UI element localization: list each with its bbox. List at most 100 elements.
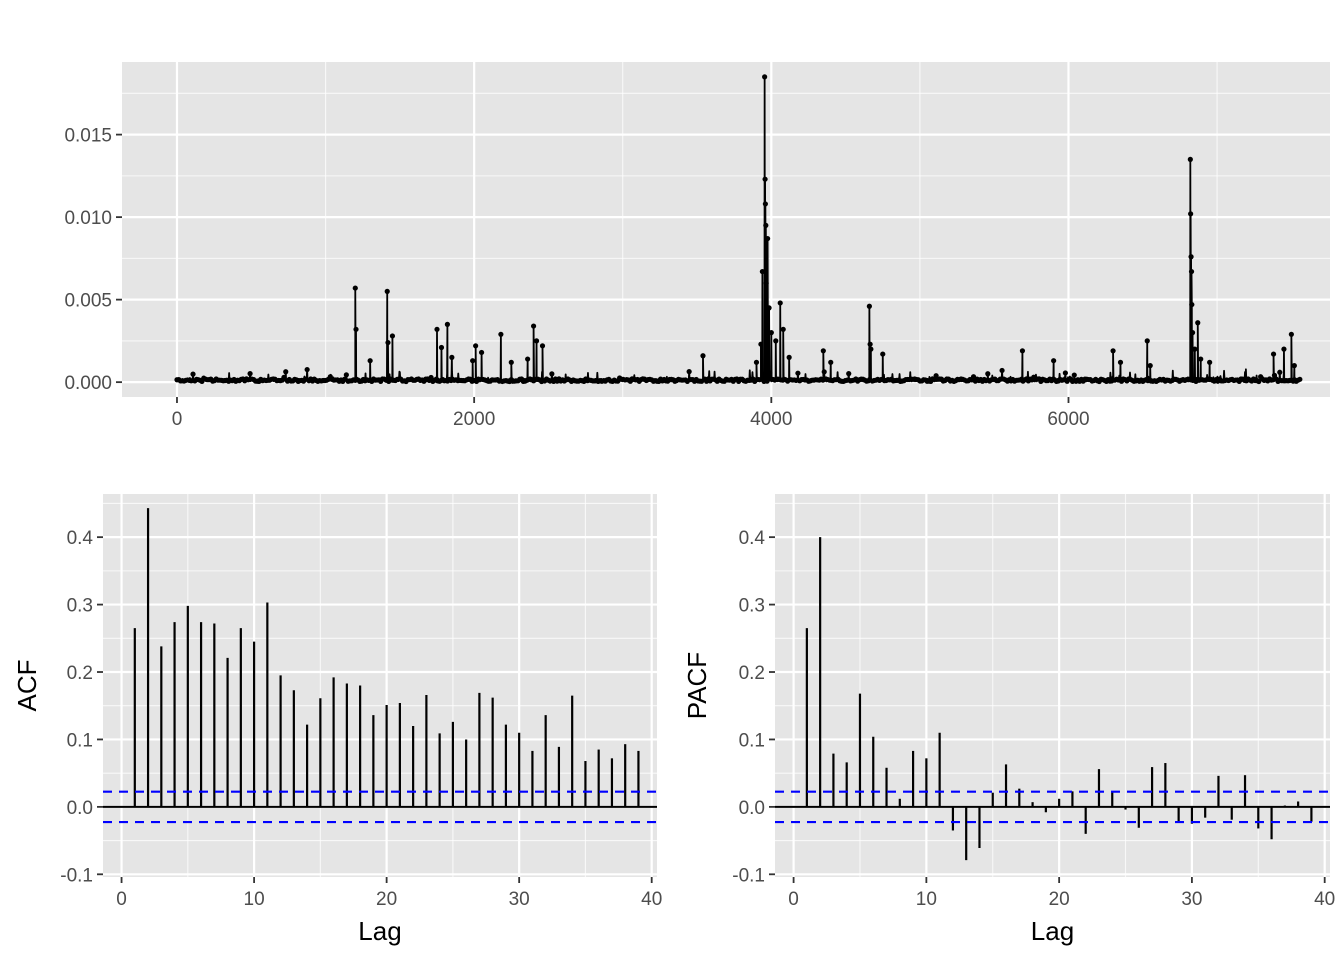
axis-ticks: 0 2000 4000 6000 0.000 0.005 0.010 0.015 bbox=[64, 126, 1089, 430]
x-tick-label: 20 bbox=[376, 889, 397, 910]
series-point bbox=[759, 268, 766, 275]
series-point bbox=[985, 371, 991, 377]
series-point bbox=[1062, 370, 1068, 376]
series-point bbox=[768, 330, 774, 336]
series-point bbox=[700, 353, 706, 359]
series-point bbox=[821, 369, 827, 375]
axis-ticks: 0 10 20 30 40 -0.1 0.0 0.1 0.2 0.3 0.4 bbox=[732, 528, 1335, 910]
y-tick-label: 0.015 bbox=[64, 126, 112, 147]
series-point bbox=[1189, 301, 1195, 308]
y-axis-title: ACF bbox=[12, 660, 42, 712]
series-point bbox=[508, 359, 514, 365]
series-point bbox=[473, 343, 479, 349]
series-point bbox=[762, 201, 768, 207]
series-point bbox=[777, 300, 783, 306]
y-tick-label: 0.3 bbox=[739, 596, 765, 617]
panel-background bbox=[103, 494, 657, 877]
series-point bbox=[767, 370, 773, 376]
x-tick-label: 10 bbox=[244, 889, 265, 910]
series-point bbox=[385, 339, 391, 346]
series-marks bbox=[174, 74, 1303, 385]
series-point bbox=[1288, 331, 1294, 337]
series-point bbox=[1297, 376, 1303, 382]
y-tick-label: 0.000 bbox=[64, 373, 112, 394]
series-point bbox=[1144, 338, 1150, 344]
y-tick-label: 0.0 bbox=[67, 798, 93, 819]
x-tick-label: 0 bbox=[172, 409, 183, 430]
series-point bbox=[525, 356, 531, 362]
series-point bbox=[1256, 378, 1262, 385]
acf-plot-panel: 0 10 20 30 40 -0.1 0.0 0.1 0.2 0.3 0.4 Lag ACF bbox=[12, 494, 662, 946]
x-tick-label: 20 bbox=[1049, 889, 1070, 910]
series-point bbox=[549, 371, 555, 377]
y-tick-label: 0.005 bbox=[64, 291, 112, 312]
series-point bbox=[786, 354, 792, 360]
series-point bbox=[867, 341, 873, 347]
series-point bbox=[766, 305, 772, 311]
series-point bbox=[828, 359, 834, 365]
series-point bbox=[1277, 369, 1283, 375]
panel-background bbox=[775, 494, 1330, 877]
x-tick-label: 0 bbox=[116, 889, 127, 910]
series-point bbox=[1192, 346, 1198, 352]
x-tick-label: 30 bbox=[1181, 889, 1202, 910]
series-point bbox=[304, 366, 310, 373]
series-point bbox=[1110, 348, 1116, 354]
series-points bbox=[174, 74, 1303, 385]
series-point bbox=[686, 369, 692, 375]
series-point bbox=[1147, 363, 1153, 369]
y-tick-label: 0.4 bbox=[67, 528, 94, 549]
series-point bbox=[780, 326, 786, 332]
y-tick-label: 0.2 bbox=[739, 663, 765, 684]
series-point bbox=[1188, 211, 1194, 217]
series-point bbox=[530, 323, 537, 329]
y-tick-label: 0.1 bbox=[67, 730, 93, 751]
series-point bbox=[1117, 359, 1124, 365]
series-point bbox=[438, 344, 445, 351]
series-point bbox=[281, 374, 287, 380]
series-point bbox=[533, 338, 540, 344]
series-point bbox=[190, 371, 196, 377]
series-point bbox=[1071, 372, 1077, 378]
acf-bars bbox=[103, 508, 657, 824]
x-tick-label: 40 bbox=[641, 889, 662, 910]
x-tick-label: 40 bbox=[1314, 889, 1335, 910]
series-point bbox=[352, 285, 358, 291]
x-axis-title: Lag bbox=[358, 916, 401, 946]
y-tick-label: -0.1 bbox=[60, 865, 93, 886]
pacf-bars bbox=[775, 537, 1330, 861]
series-point bbox=[820, 348, 826, 354]
series-point bbox=[1051, 358, 1057, 364]
series-point bbox=[1195, 320, 1201, 326]
y-tick-label: 0.4 bbox=[739, 528, 766, 549]
series-point bbox=[470, 358, 476, 364]
series-point bbox=[866, 303, 872, 309]
series-point bbox=[795, 370, 801, 376]
x-tick-label: 6000 bbox=[1047, 409, 1089, 430]
series-point bbox=[367, 358, 373, 364]
series-point bbox=[846, 371, 852, 377]
x-tick-label: 4000 bbox=[750, 409, 792, 430]
pacf-plot-panel: 0 10 20 30 40 -0.1 0.0 0.1 0.2 0.3 0.4 Lag PACF bbox=[682, 494, 1335, 946]
series-point bbox=[539, 343, 546, 349]
series-point bbox=[762, 176, 768, 182]
series-point bbox=[880, 351, 886, 357]
series-point bbox=[762, 74, 768, 80]
series-point bbox=[758, 341, 764, 347]
series-point bbox=[868, 346, 874, 352]
series-point bbox=[753, 359, 760, 365]
series-point bbox=[773, 338, 779, 344]
series-point bbox=[444, 321, 450, 327]
series-point bbox=[763, 280, 769, 286]
x-tick-label: 2000 bbox=[453, 409, 495, 430]
series-point bbox=[1198, 356, 1204, 362]
series-point bbox=[449, 354, 455, 360]
series-point bbox=[384, 288, 390, 294]
y-tick-label: 0.3 bbox=[67, 596, 93, 617]
series-point bbox=[389, 333, 396, 339]
series-point bbox=[763, 222, 769, 228]
y-axis-title: PACF bbox=[682, 652, 712, 719]
series-point bbox=[428, 374, 434, 381]
series-point bbox=[1189, 330, 1196, 336]
